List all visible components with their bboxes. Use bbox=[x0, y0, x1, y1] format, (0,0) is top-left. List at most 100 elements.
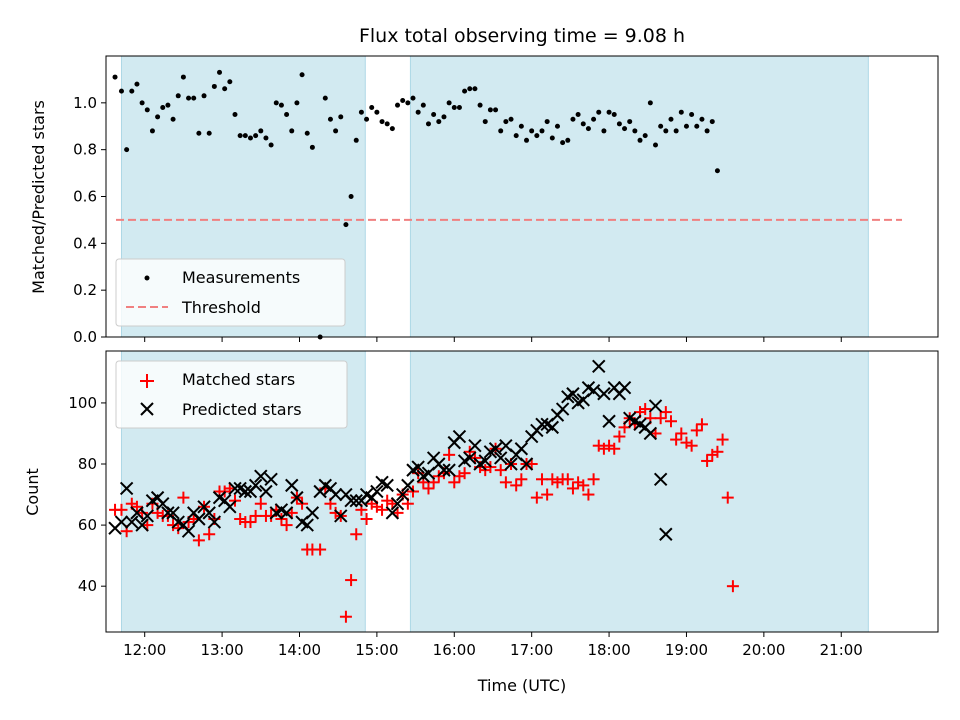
bottom-legend: Matched stars Predicted stars bbox=[115, 360, 348, 429]
matched-star-point bbox=[244, 516, 257, 529]
measurement-point bbox=[348, 194, 354, 199]
measurement-point bbox=[112, 74, 118, 80]
measurement-point bbox=[436, 119, 442, 125]
matched-star-point bbox=[587, 473, 600, 486]
matched-star-point bbox=[339, 610, 352, 623]
measurement-point bbox=[482, 119, 488, 125]
predicted-star-point bbox=[349, 493, 363, 508]
measurement-point bbox=[694, 123, 700, 129]
measurement-point bbox=[353, 137, 359, 143]
measurement-point bbox=[575, 112, 581, 118]
predicted-star-point bbox=[130, 506, 144, 520]
matched-star-point bbox=[458, 467, 471, 480]
measurement-point bbox=[456, 105, 462, 111]
measurement-point bbox=[683, 123, 689, 129]
matched-star-point bbox=[541, 488, 554, 501]
matched-star-point bbox=[192, 534, 205, 547]
matched-star-point bbox=[690, 424, 703, 437]
measurement-point bbox=[544, 119, 550, 125]
matched-star-point bbox=[376, 503, 389, 516]
matched-star-point bbox=[613, 430, 626, 443]
top-plot-frame bbox=[105, 55, 939, 338]
observing-windows bbox=[120, 55, 869, 338]
predicted-star-point bbox=[602, 414, 616, 428]
legend-measurements-marker bbox=[144, 275, 150, 281]
observing-window-band bbox=[409, 55, 869, 338]
measurement-point bbox=[379, 119, 385, 125]
measurement-point bbox=[273, 100, 279, 106]
measurement-point bbox=[170, 116, 176, 122]
measurement-point bbox=[258, 128, 264, 134]
measurement-point bbox=[627, 119, 633, 125]
measurement-point bbox=[217, 69, 223, 75]
measurement-point bbox=[327, 116, 333, 122]
y-tick-label: 0.6 bbox=[73, 188, 97, 206]
predicted-star-point bbox=[566, 387, 580, 401]
measurement-point bbox=[498, 128, 504, 134]
predicted-star-point bbox=[385, 506, 400, 520]
measurement-point bbox=[580, 121, 586, 127]
measurement-point bbox=[389, 126, 395, 132]
predicted-star-point bbox=[442, 463, 456, 477]
measurement-point bbox=[425, 121, 431, 127]
matched-star-point bbox=[115, 503, 128, 516]
predicted-star-point bbox=[370, 484, 384, 499]
measurement-point bbox=[714, 168, 720, 174]
measurement-point bbox=[642, 133, 648, 139]
predicted-star-point bbox=[181, 524, 196, 538]
legend-predicted-marker bbox=[140, 402, 154, 416]
measurement-point bbox=[462, 88, 468, 94]
matched-star-point bbox=[499, 476, 512, 489]
measurement-point bbox=[247, 135, 253, 141]
measurement-point bbox=[400, 97, 406, 103]
measurement-point bbox=[309, 144, 315, 150]
measurement-point bbox=[180, 74, 186, 80]
measurement-point bbox=[611, 112, 617, 118]
matched-star-point bbox=[422, 482, 435, 495]
predicted-star-point bbox=[390, 497, 405, 511]
measurement-point bbox=[222, 86, 228, 92]
measurement-point bbox=[699, 116, 705, 122]
matched-star-point bbox=[582, 488, 595, 501]
measurement-point bbox=[333, 128, 339, 134]
measurement-point bbox=[364, 116, 370, 122]
y-tick-label: 80 bbox=[78, 455, 97, 473]
measurement-point bbox=[206, 130, 212, 136]
predicted-star-point bbox=[223, 500, 237, 514]
matched-star-point bbox=[515, 473, 528, 486]
predicted-star-point bbox=[264, 472, 278, 486]
measurement-point bbox=[358, 109, 364, 115]
predicted-star-point bbox=[437, 463, 451, 477]
measurement-point bbox=[369, 105, 375, 111]
measurement-point bbox=[451, 105, 457, 111]
legend-threshold-label: Threshold bbox=[181, 298, 261, 317]
measurement-point bbox=[570, 116, 576, 122]
measurement-point bbox=[149, 128, 155, 134]
measurement-point bbox=[268, 142, 274, 148]
predicted-star-point bbox=[305, 506, 320, 520]
measurement-point bbox=[263, 135, 269, 141]
measurement-point bbox=[431, 112, 437, 118]
predicted-star-point bbox=[555, 402, 570, 416]
y-tick-label: 40 bbox=[78, 577, 97, 595]
observing-window-band bbox=[409, 350, 869, 633]
measurement-point bbox=[653, 142, 659, 148]
bottom-axis-ticks: 40 60 80 100 12:00 13:00 14:00 15:00 16:00 17:00 1… bbox=[68, 394, 863, 659]
measurement-point bbox=[284, 112, 290, 118]
predicted-star-point bbox=[125, 515, 139, 529]
predicted-star-point bbox=[395, 487, 410, 502]
matched-star-point bbox=[280, 519, 293, 532]
measurement-point bbox=[689, 112, 695, 118]
x-tick-label: 14:00 bbox=[278, 641, 321, 659]
measurement-point bbox=[124, 147, 130, 153]
measurement-point bbox=[585, 126, 591, 132]
matched-star-point bbox=[670, 433, 683, 446]
measurement-point bbox=[446, 100, 452, 106]
legend-predicted-label: Predicted stars bbox=[182, 400, 302, 419]
measurement-point bbox=[472, 86, 478, 92]
measurement-point bbox=[155, 114, 161, 120]
measurement-point bbox=[165, 102, 171, 108]
measurement-point bbox=[658, 123, 664, 129]
top-legend: Measurements Threshold bbox=[115, 258, 346, 327]
predicted-star-point bbox=[653, 472, 668, 486]
